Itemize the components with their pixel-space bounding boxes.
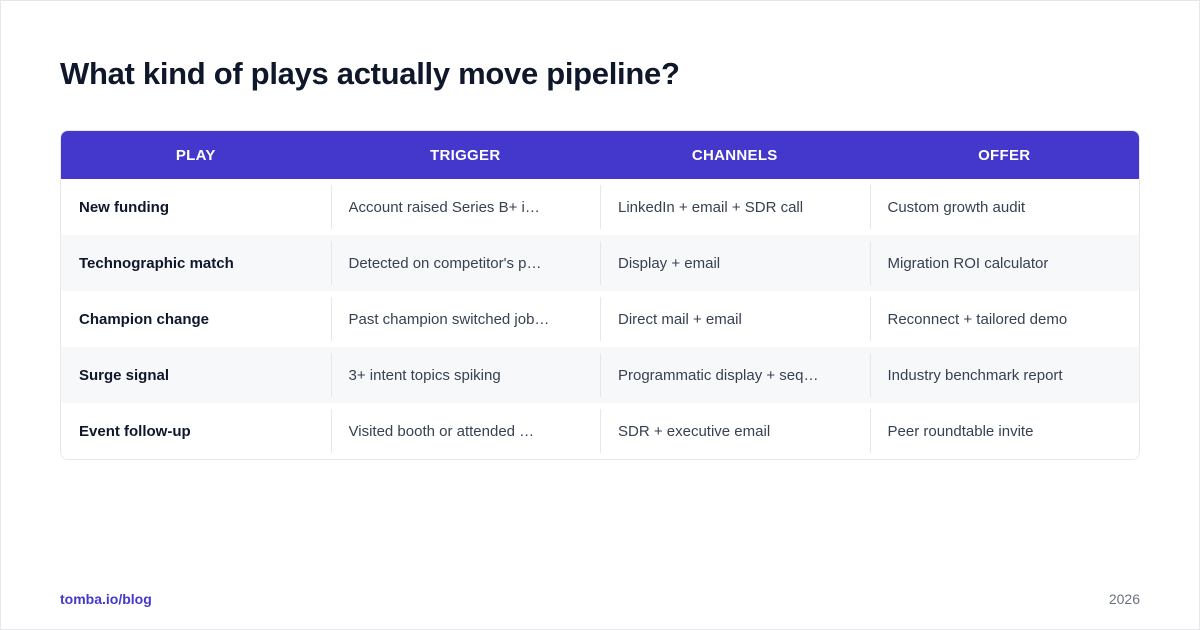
cell-offer-text: Migration ROI calculator bbox=[887, 254, 1049, 272]
cell-trigger-text: 3+ intent topics spiking bbox=[348, 366, 501, 384]
cell-channels-text: Programmatic display + seq… bbox=[618, 366, 819, 384]
column-header-play: PLAY bbox=[175, 146, 216, 164]
cell-channels: LinkedIn + email + SDR call bbox=[600, 179, 870, 235]
cell-offer: Reconnect + tailored demo bbox=[869, 291, 1140, 347]
cell-trigger: Past champion switched job… bbox=[330, 291, 601, 347]
cell-channels: Display + email bbox=[600, 235, 870, 291]
plays-table: PLAY TRIGGER CHANNELS OFFER New funding … bbox=[60, 130, 1140, 460]
table-row: Event follow-up Visited booth or attende… bbox=[61, 403, 1139, 459]
cell-play-text: Event follow-up bbox=[79, 422, 191, 440]
cell-play: Technographic match bbox=[61, 235, 331, 291]
cell-trigger: 3+ intent topics spiking bbox=[330, 347, 601, 403]
cell-offer: Peer roundtable invite bbox=[869, 403, 1140, 459]
source-link[interactable]: tomba.io/blog bbox=[60, 591, 152, 607]
cell-channels-text: SDR + executive email bbox=[618, 422, 771, 440]
cell-channels-text: LinkedIn + email + SDR call bbox=[618, 198, 804, 216]
cell-trigger: Detected on competitor's p… bbox=[330, 235, 601, 291]
cell-play: Surge signal bbox=[61, 347, 331, 403]
table-row: Surge signal 3+ intent topics spiking Pr… bbox=[61, 347, 1139, 403]
table-row: Technographic match Detected on competit… bbox=[61, 235, 1139, 291]
table-row: New funding Account raised Series B+ i… … bbox=[61, 179, 1139, 235]
cell-offer: Industry benchmark report bbox=[869, 347, 1140, 403]
cell-trigger: Account raised Series B+ i… bbox=[330, 179, 601, 235]
cell-play: Champion change bbox=[61, 291, 331, 347]
cell-play: New funding bbox=[61, 179, 331, 235]
column-header-channels: CHANNELS bbox=[691, 146, 778, 164]
cell-offer-text: Custom growth audit bbox=[887, 198, 1026, 216]
cell-offer-text: Peer roundtable invite bbox=[887, 422, 1034, 440]
cell-trigger-text: Past champion switched job… bbox=[348, 310, 550, 328]
year-label: 2026 bbox=[1108, 591, 1140, 607]
table-header: PLAY TRIGGER CHANNELS OFFER bbox=[61, 131, 1139, 179]
cell-trigger-text: Account raised Series B+ i… bbox=[348, 198, 540, 216]
cell-offer-text: Reconnect + tailored demo bbox=[887, 310, 1068, 328]
cell-play-text: Technographic match bbox=[79, 254, 234, 272]
cell-play-text: New funding bbox=[79, 198, 169, 216]
cell-play-text: Surge signal bbox=[79, 366, 170, 384]
cell-channels: Direct mail + email bbox=[600, 291, 870, 347]
cell-trigger-text: Visited booth or attended … bbox=[348, 422, 535, 440]
cell-play-text: Champion change bbox=[79, 310, 210, 328]
page-title: What kind of plays actually move pipelin… bbox=[60, 56, 680, 91]
cell-play: Event follow-up bbox=[61, 403, 331, 459]
table-row: Champion change Past champion switched j… bbox=[61, 291, 1139, 347]
column-header-trigger: TRIGGER bbox=[430, 146, 501, 164]
cell-channels: SDR + executive email bbox=[600, 403, 870, 459]
cell-trigger-text: Detected on competitor's p… bbox=[348, 254, 542, 272]
cell-trigger: Visited booth or attended … bbox=[330, 403, 601, 459]
cell-offer: Migration ROI calculator bbox=[869, 235, 1140, 291]
cell-offer: Custom growth audit bbox=[869, 179, 1140, 235]
cell-offer-text: Industry benchmark report bbox=[887, 366, 1063, 384]
cell-channels: Programmatic display + seq… bbox=[600, 347, 870, 403]
table-body: New funding Account raised Series B+ i… … bbox=[61, 179, 1139, 459]
column-header-offer: OFFER bbox=[978, 146, 1031, 164]
cell-channels-text: Direct mail + email bbox=[618, 310, 742, 328]
cell-channels-text: Display + email bbox=[618, 254, 721, 272]
